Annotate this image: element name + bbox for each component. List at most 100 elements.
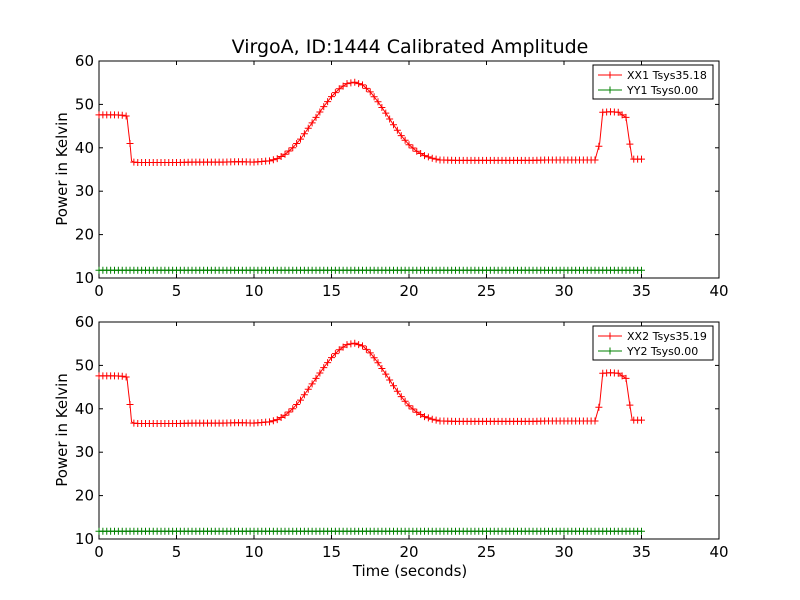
y-tick-label: 60 [75, 52, 94, 70]
data-point-marker [591, 156, 599, 164]
x-tick-label: 30 [554, 543, 573, 561]
data-point-marker [273, 155, 281, 163]
y-tick-label: 50 [75, 356, 94, 374]
data-point-marker [281, 150, 289, 158]
x-tick-label: 40 [709, 543, 728, 561]
y-tick-label: 50 [75, 95, 94, 113]
gridless-plot-area-top: 0 5 10 15 20 25 30 35 40 10 20 30 40 50 60 XX1 Tsys35.1… [75, 52, 729, 300]
legend-box [592, 325, 714, 361]
y-tick-label: 10 [75, 530, 94, 548]
x-tick-label: 10 [244, 282, 263, 300]
data-point-marker [432, 416, 440, 424]
data-point-marker [351, 339, 359, 347]
y-tick-label: 40 [75, 400, 94, 418]
data-point-marker [421, 413, 428, 421]
x-tick-label: 30 [554, 282, 573, 300]
x-tick-label: 15 [322, 282, 341, 300]
data-point-marker [328, 354, 335, 362]
data-point-marker [595, 142, 603, 150]
data-point-marker [362, 84, 370, 92]
data-point-marker [331, 89, 339, 97]
legend-swatch-marker [606, 347, 614, 355]
data-point-marker [638, 155, 645, 163]
data-point-marker [393, 126, 401, 134]
data-point-marker [382, 109, 390, 117]
data-point-marker [370, 93, 378, 101]
data-point-marker [273, 416, 281, 424]
data-point-marker [277, 152, 285, 160]
data-point-marker [401, 136, 409, 144]
data-point-marker [390, 121, 397, 129]
data-point-marker [614, 369, 622, 377]
data-point-marker [626, 140, 634, 148]
data-point-marker [285, 408, 293, 416]
data-point-marker [409, 144, 417, 152]
data-point-marker [300, 391, 308, 399]
data-point-marker [378, 103, 386, 111]
data-point-marker [316, 369, 324, 377]
y-tick-label: 20 [75, 487, 94, 505]
legend-swatch-marker [606, 86, 614, 94]
data-point-marker [320, 103, 328, 111]
data-point-marker [397, 393, 405, 401]
data-point-marker [312, 113, 320, 121]
data-point-marker [351, 78, 359, 86]
data-point-marker [638, 416, 645, 424]
data-point-marker [324, 98, 332, 106]
data-point-marker [626, 401, 634, 409]
data-point-marker [591, 417, 599, 425]
series-yy [95, 266, 645, 274]
x-axis-label: Time (seconds) [352, 562, 468, 580]
data-point-marker [281, 411, 289, 419]
legend-box [592, 64, 714, 100]
data-point-marker [293, 400, 301, 408]
y-tick-label: 20 [75, 226, 94, 244]
data-point-marker [413, 408, 421, 416]
x-tick-label: 20 [399, 282, 418, 300]
data-point-marker [390, 382, 397, 390]
data-point-marker [335, 85, 343, 93]
data-point-marker [638, 266, 645, 274]
data-point-marker [331, 350, 339, 358]
data-point-marker [289, 405, 297, 413]
series-xx [95, 78, 645, 167]
data-point-marker [304, 124, 312, 132]
data-point-marker [269, 156, 277, 164]
data-point-marker [320, 364, 328, 372]
data-point-marker [359, 342, 366, 350]
data-point-marker [347, 79, 355, 87]
data-point-marker [618, 372, 626, 380]
data-point-marker [405, 141, 413, 149]
x-tick-label: 35 [632, 282, 651, 300]
data-point-marker [397, 132, 405, 140]
x-tick-label: 25 [477, 543, 496, 561]
data-point-marker [335, 346, 343, 354]
x-tick-label: 0 [94, 282, 104, 300]
data-point-marker [304, 385, 312, 393]
data-point-marker [424, 153, 432, 161]
data-point-marker [424, 414, 432, 422]
panel-top: Power in Kelvin 0 5 10 15 20 25 30 35 40 10 20 30 40… [53, 52, 729, 300]
data-point-marker [618, 111, 626, 119]
data-point-marker [374, 98, 382, 106]
x-tick-label: 35 [632, 543, 651, 561]
data-point-marker [118, 111, 126, 119]
data-point-marker [122, 112, 130, 120]
data-point-marker [289, 144, 297, 152]
data-point-marker [366, 349, 374, 357]
panel-bottom: Power in Kelvin 0 5 10 15 20 25 30 35 40 10 20 30 40… [53, 313, 729, 561]
legend-entry-label: YY2 Tsys0.00 [626, 345, 698, 358]
y-axis-label-bottom: Power in Kelvin [53, 373, 71, 487]
data-point-marker [328, 93, 335, 101]
x-tick-label: 5 [172, 282, 182, 300]
data-point-marker [269, 417, 277, 425]
data-point-marker [355, 341, 363, 349]
series-yy [95, 527, 645, 535]
data-point-marker [126, 139, 134, 147]
data-point-marker [428, 154, 436, 162]
x-tick-label: 0 [94, 543, 104, 561]
data-point-marker [393, 387, 401, 395]
legend: XX2 Tsys35.19 YY2 Tsys0.00 [592, 325, 714, 361]
data-point-marker [126, 400, 134, 408]
